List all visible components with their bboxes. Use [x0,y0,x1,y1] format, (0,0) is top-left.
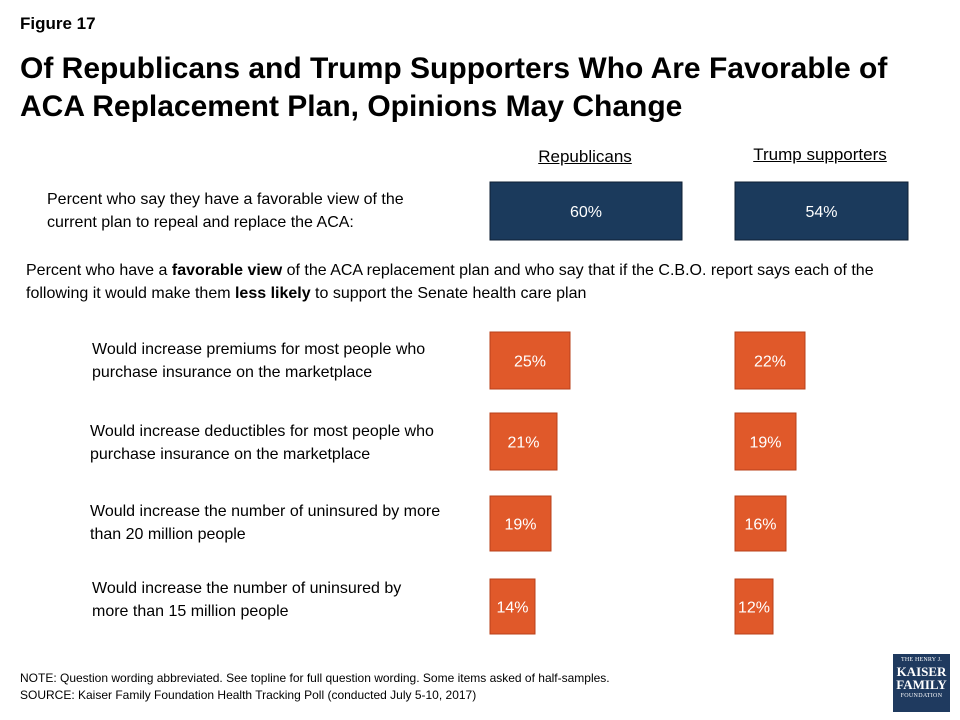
data-label-republicans-uninsured-20m: 19% [504,517,536,534]
data-label-trump-supporters-favorable-view: 54% [805,204,837,221]
row-label-uninsured-15m: Would increase the number of uninsured b… [92,580,402,620]
bar-republicans-uninsured-20m [489,495,552,552]
data-label-trump-supporters-deductibles: 19% [749,435,781,452]
data-label-republicans-uninsured-15m: 14% [496,600,528,617]
column-header-republicans: Republicans [538,147,632,166]
figure-label: Figure 17 [20,14,96,33]
source-text: SOURCE: Kaiser Family Foundation Health … [20,688,477,702]
top-row-label: Percent who say they have a favorable vi… [47,191,404,231]
data-label-republicans-favorable-view: 60% [570,204,602,221]
data-label-republicans-deductibles: 21% [507,435,539,452]
bar-republicans-premiums [489,331,571,390]
bar-trump-supporters-favorable-view [734,181,909,241]
kaiser-logo: THE HENRY J. KAISER FAMILY FOUNDATION [893,654,950,712]
bar-trump-supporters-premiums [734,331,806,390]
bar-trump-supporters-deductibles [734,412,797,471]
row-label-deductibles: Would increase deductibles for most peop… [90,423,434,463]
data-label-trump-supporters-uninsured-15m: 12% [738,600,770,617]
bar-republicans-favorable-view [489,181,683,241]
data-label-trump-supporters-uninsured-20m: 16% [744,517,776,534]
data-label-trump-supporters-premiums: 22% [754,354,786,371]
note-text: NOTE: Question wording abbreviated. See … [20,671,610,685]
row-label-uninsured-20m: Would increase the number of uninsured b… [90,503,441,543]
row-label-premiums: Would increase premiums for most people … [92,341,426,381]
bar-republicans-uninsured-15m [489,578,536,635]
intro-text: Percent who have a favorable view of the… [26,262,874,302]
footnote: NOTE: Question wording abbreviated. See … [20,670,610,704]
bar-republicans-deductibles [489,412,558,471]
bar-trump-supporters-uninsured-15m [734,578,774,635]
chart-title: Of Republicans and Trump Supporters Who … [20,52,888,123]
bar-trump-supporters-uninsured-20m [734,495,787,552]
column-header-trump-supporters: Trump supporters [753,145,887,164]
data-label-republicans-premiums: 25% [514,354,546,371]
